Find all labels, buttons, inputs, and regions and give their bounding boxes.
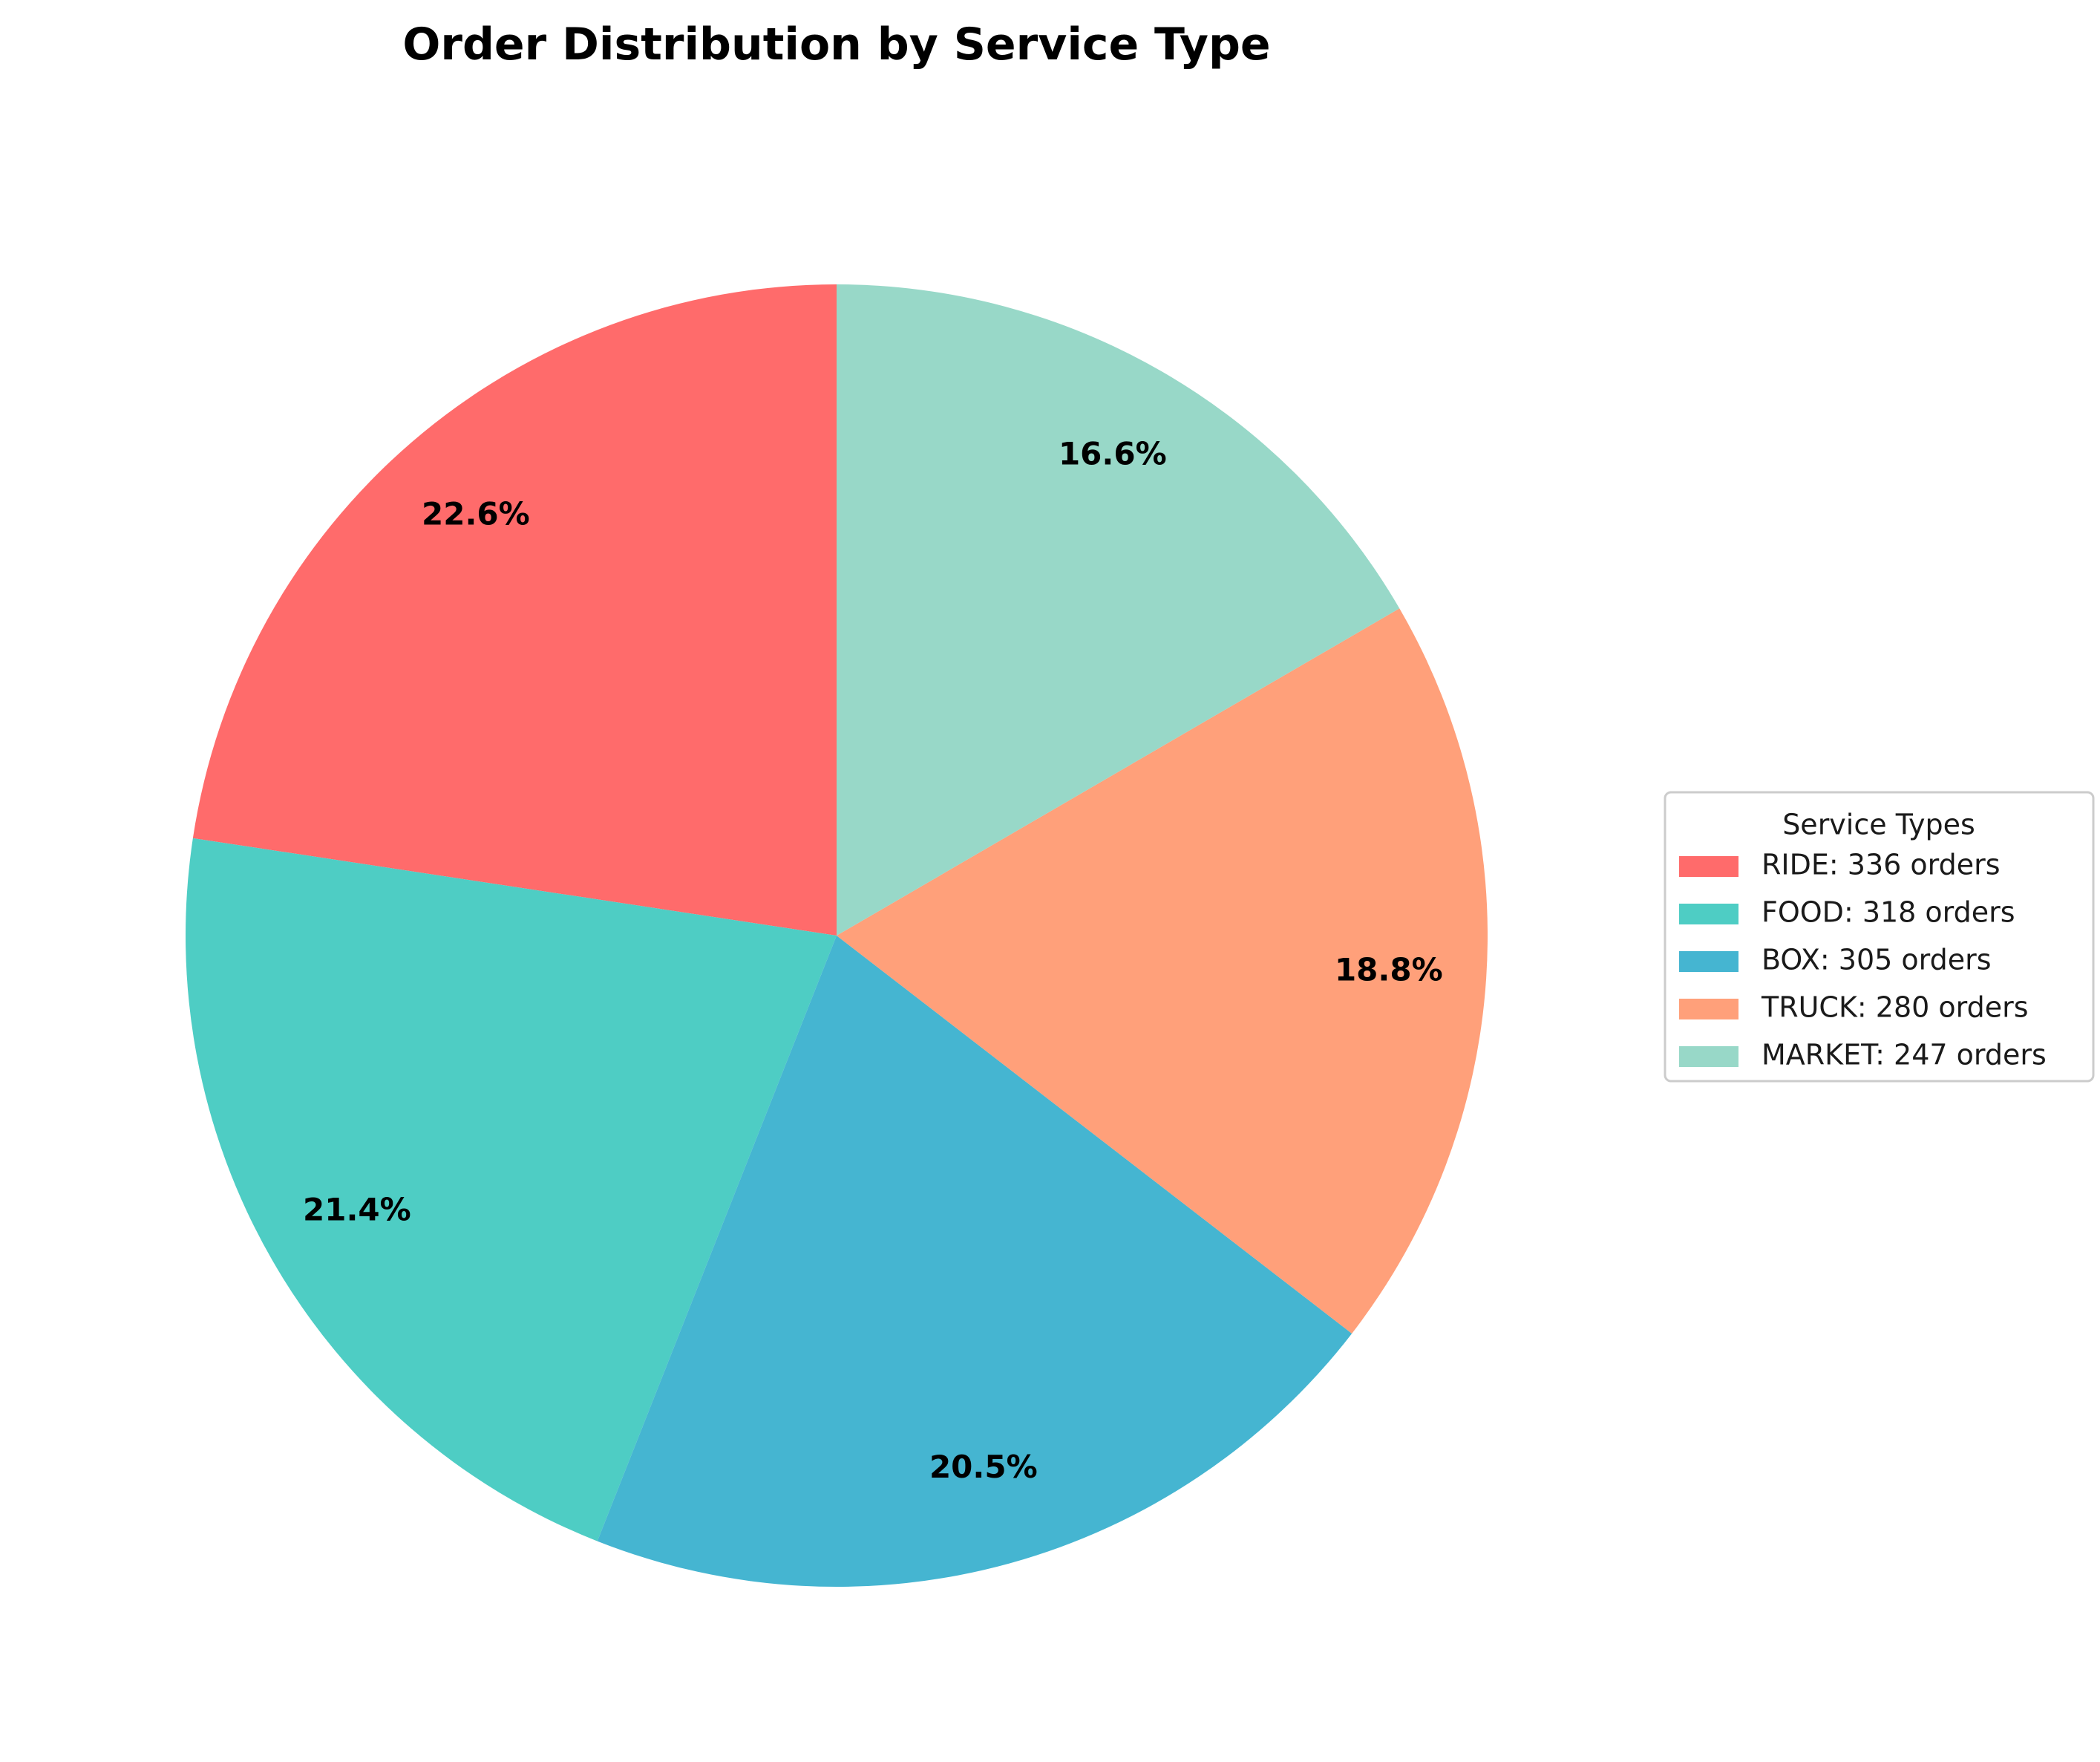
pie-label-food: 21.4%: [303, 1191, 411, 1227]
pie-slice-truck: [837, 608, 1488, 1334]
pie-slice-ride: [192, 284, 837, 936]
pie-label-market: 16.6%: [1059, 435, 1167, 472]
legend: Service Types RIDE: 336 orders FOOD: 318 …: [1664, 791, 2095, 1083]
legend-swatch-box: [1679, 951, 1738, 972]
pie-label-ride: 22.6%: [422, 495, 530, 532]
pie-slice-food: [185, 838, 837, 1541]
chart-title: Order Distribution by Service Type: [402, 19, 1270, 71]
legend-box: [1664, 791, 2095, 1083]
pie-label-truck: 18.8%: [1335, 951, 1443, 988]
legend-swatch-food: [1679, 904, 1738, 924]
legend-swatch-market: [1679, 1046, 1738, 1067]
legend-label-food: FOOD: 318 orders: [1762, 896, 2015, 929]
legend-swatch-truck: [1679, 999, 1738, 1019]
legend-label-box: BOX: 305 orders: [1762, 944, 1992, 976]
legend-label-ride: RIDE: 336 orders: [1762, 849, 2001, 881]
legend-label-truck: TRUCK: 280 orders: [1761, 991, 2029, 1024]
pie-label-box: 20.5%: [929, 1449, 1038, 1485]
legend-swatch-ride: [1679, 856, 1738, 877]
legend-label-market: MARKET: 247 orders: [1762, 1039, 2047, 1071]
pie-slice-market: [837, 284, 1400, 936]
legend-title: Service Types: [1782, 809, 1975, 841]
pie-slice-box: [597, 936, 1352, 1587]
pie-slices: [185, 284, 1488, 1587]
legend-items: RIDE: 336 orders FOOD: 318 orders BOX: 305…: [1679, 849, 2047, 1071]
pie-percent-labels: 22.6% 21.4% 20.5% 18.8% 16.6%: [303, 435, 1443, 1485]
